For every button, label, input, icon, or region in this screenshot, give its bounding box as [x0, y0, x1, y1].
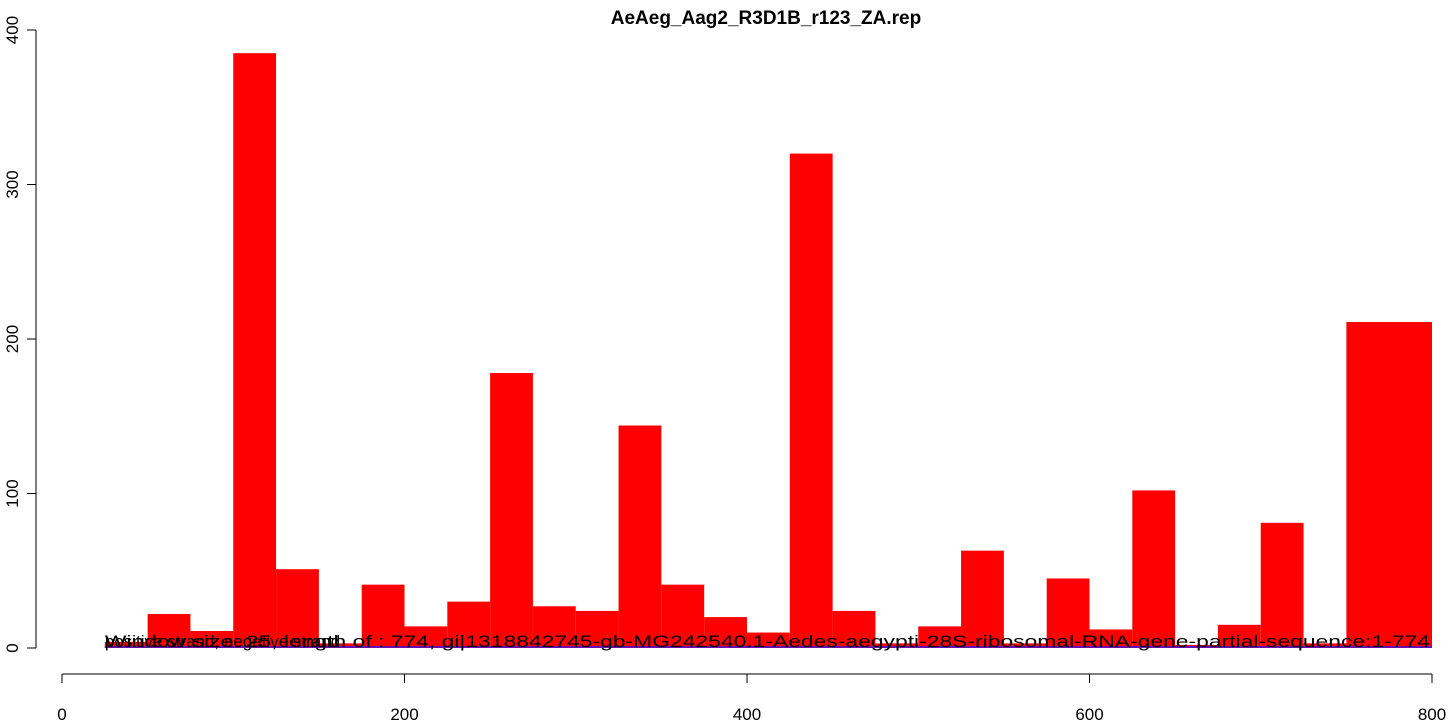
- histogram-bar: [875, 643, 919, 648]
- y-tick-label: 200: [3, 325, 22, 353]
- histogram-bar: [1132, 490, 1176, 648]
- x-axis: 0 200 400 600 800: [57, 673, 1446, 724]
- histogram-bar: [832, 610, 876, 648]
- histogram-bar: [961, 550, 1004, 648]
- histogram-bar: [1303, 643, 1347, 648]
- histogram-bar: [747, 632, 790, 648]
- histogram-bar: [1003, 643, 1047, 648]
- chart-title: AeAeg_Aag2_R3D1B_r123_ZA.rep: [611, 8, 921, 29]
- bars-group: [104, 53, 1432, 649]
- histogram-bar: [490, 372, 533, 648]
- histogram-bar: [318, 643, 362, 648]
- x-tick-label: 600: [1075, 705, 1103, 724]
- histogram-bar: [1260, 522, 1304, 648]
- histogram-bar: [1346, 322, 1432, 648]
- x-tick-label: 800: [1418, 705, 1446, 724]
- histogram-bar: [789, 153, 833, 648]
- y-tick-label: 400: [3, 16, 22, 44]
- y-tick-label: 0: [3, 643, 22, 652]
- histogram-bar: [276, 569, 319, 648]
- overlay-label: Window size: 25, length of : 774, gi|131…: [105, 632, 1430, 651]
- histogram-bar: [1089, 629, 1133, 648]
- histogram-bar: [147, 614, 191, 648]
- histogram-bar: [661, 584, 705, 648]
- x-tick-label: 0: [57, 705, 66, 724]
- x-tick-label: 400: [733, 705, 761, 724]
- x-tick-label: 200: [390, 705, 418, 724]
- histogram-bar: [618, 425, 662, 648]
- histogram-bar: [404, 626, 448, 648]
- histogram-bar: [1046, 578, 1090, 648]
- histogram-bar: [918, 626, 962, 648]
- histogram-bar: [532, 606, 576, 648]
- y-tick-label: 300: [3, 170, 22, 198]
- overlay-label: positive strand, negative strand: [105, 632, 340, 651]
- histogram-bar: [233, 53, 277, 649]
- y-tick-label: 100: [3, 479, 22, 507]
- histogram-bar: [190, 631, 234, 648]
- histogram-bar: [575, 610, 619, 648]
- histogram-bar: [447, 601, 491, 648]
- histogram-bar: [361, 584, 405, 648]
- y-axis: 0 100 200 300 400: [3, 16, 37, 653]
- histogram-bar: [704, 617, 747, 648]
- histogram-bar: [1217, 624, 1261, 648]
- histogram-bar: [104, 641, 148, 648]
